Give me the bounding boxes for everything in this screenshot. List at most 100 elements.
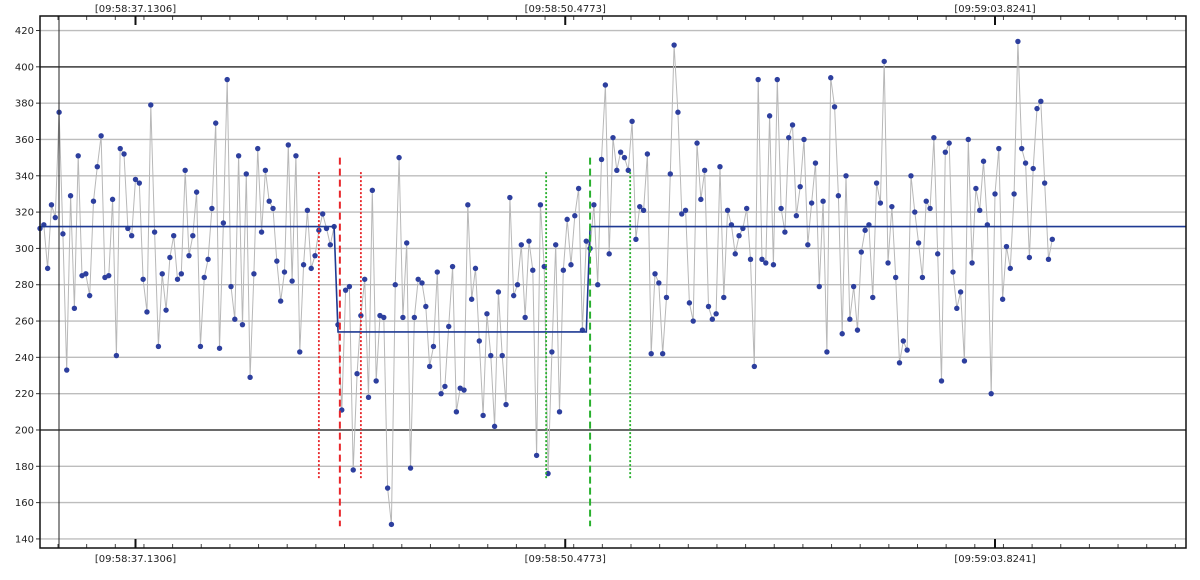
data-point xyxy=(178,271,185,277)
data-point xyxy=(778,205,784,212)
data-point xyxy=(686,300,693,306)
data-point xyxy=(770,262,777,268)
data-point xyxy=(637,203,643,210)
time-label-bottom: [09:58:50.4773] xyxy=(525,554,606,565)
data-point xyxy=(388,521,395,528)
y-tick-label: 420 xyxy=(15,26,34,37)
data-point xyxy=(274,258,280,264)
data-point xyxy=(564,216,570,223)
data-point xyxy=(847,316,853,322)
y-tick-label: 340 xyxy=(15,171,34,182)
data-point xyxy=(801,136,807,143)
data-point xyxy=(442,383,448,390)
data-point xyxy=(598,156,605,163)
data-point xyxy=(942,149,949,155)
data-point xyxy=(396,154,402,161)
data-point xyxy=(140,276,146,282)
data-point xyxy=(419,280,425,286)
data-point xyxy=(701,167,708,174)
data-point xyxy=(610,134,616,141)
data-point xyxy=(629,118,635,125)
data-point xyxy=(495,289,502,295)
data-point xyxy=(392,282,398,288)
data-point xyxy=(977,207,983,213)
data-point xyxy=(151,229,158,235)
data-point xyxy=(831,104,838,110)
data-point xyxy=(633,236,639,243)
data-point xyxy=(128,232,135,239)
data-point xyxy=(935,251,941,257)
data-point xyxy=(996,145,1002,152)
data-point xyxy=(148,102,154,108)
data-point xyxy=(950,269,956,275)
data-point xyxy=(362,276,368,282)
data-point xyxy=(652,271,658,277)
data-point xyxy=(915,240,922,246)
data-point xyxy=(793,213,800,219)
data-point xyxy=(843,173,849,179)
data-point xyxy=(480,412,486,419)
data-point xyxy=(786,134,792,141)
data-point xyxy=(1041,180,1048,186)
y-tick-label: 320 xyxy=(15,208,34,219)
data-point xyxy=(992,191,998,197)
data-point xyxy=(182,167,188,174)
data-point xyxy=(782,229,788,235)
data-point xyxy=(446,323,452,330)
data-point xyxy=(411,314,418,321)
data-point xyxy=(190,232,196,239)
data-point xyxy=(675,109,681,115)
data-point xyxy=(957,289,964,295)
data-point xyxy=(820,198,826,204)
data-point xyxy=(1015,38,1021,45)
data-point xyxy=(144,309,150,315)
data-point xyxy=(667,171,673,177)
data-point xyxy=(522,314,528,321)
data-point xyxy=(507,194,513,201)
data-point xyxy=(404,240,410,246)
data-point xyxy=(239,321,246,328)
data-point xyxy=(213,120,219,126)
time-axis: [09:58:37.1306] [09:58:37.1306] [09:58:50.… xyxy=(95,4,1036,565)
data-point xyxy=(255,145,261,152)
data-point xyxy=(48,202,55,208)
y-tick-label: 240 xyxy=(15,353,34,364)
data-point xyxy=(132,176,139,183)
data-point xyxy=(602,82,609,88)
data-point xyxy=(709,316,716,322)
data-point xyxy=(931,134,937,141)
data-point xyxy=(438,390,444,397)
data-point xyxy=(98,133,104,139)
data-point xyxy=(1007,265,1013,272)
data-point xyxy=(1038,98,1044,105)
data-point xyxy=(904,347,910,353)
data-point xyxy=(751,363,758,370)
data-point xyxy=(106,272,112,279)
data-point xyxy=(484,311,490,317)
step-line xyxy=(40,225,1186,333)
data-point xyxy=(121,151,127,157)
data-point xyxy=(885,260,891,266)
data-point xyxy=(304,207,311,213)
data-point xyxy=(251,271,257,277)
y-tick-label: 140 xyxy=(15,534,34,545)
data-point xyxy=(430,343,437,350)
data-point xyxy=(858,249,864,255)
grid xyxy=(40,29,1186,540)
data-point xyxy=(354,370,360,377)
data-point xyxy=(384,485,391,491)
data-point xyxy=(606,251,612,257)
data-point xyxy=(736,232,742,239)
data-point xyxy=(465,202,471,208)
data-point xyxy=(205,256,211,263)
data-point xyxy=(1049,236,1056,243)
data-point xyxy=(828,75,834,81)
data-point xyxy=(1030,165,1036,172)
data-point xyxy=(774,76,780,83)
time-label-top: [09:58:50.4773] xyxy=(525,4,606,15)
data-point xyxy=(533,452,540,459)
data-point xyxy=(52,214,58,221)
data-point xyxy=(816,283,822,290)
y-tick-label: 200 xyxy=(15,425,34,436)
data-point xyxy=(400,314,406,321)
